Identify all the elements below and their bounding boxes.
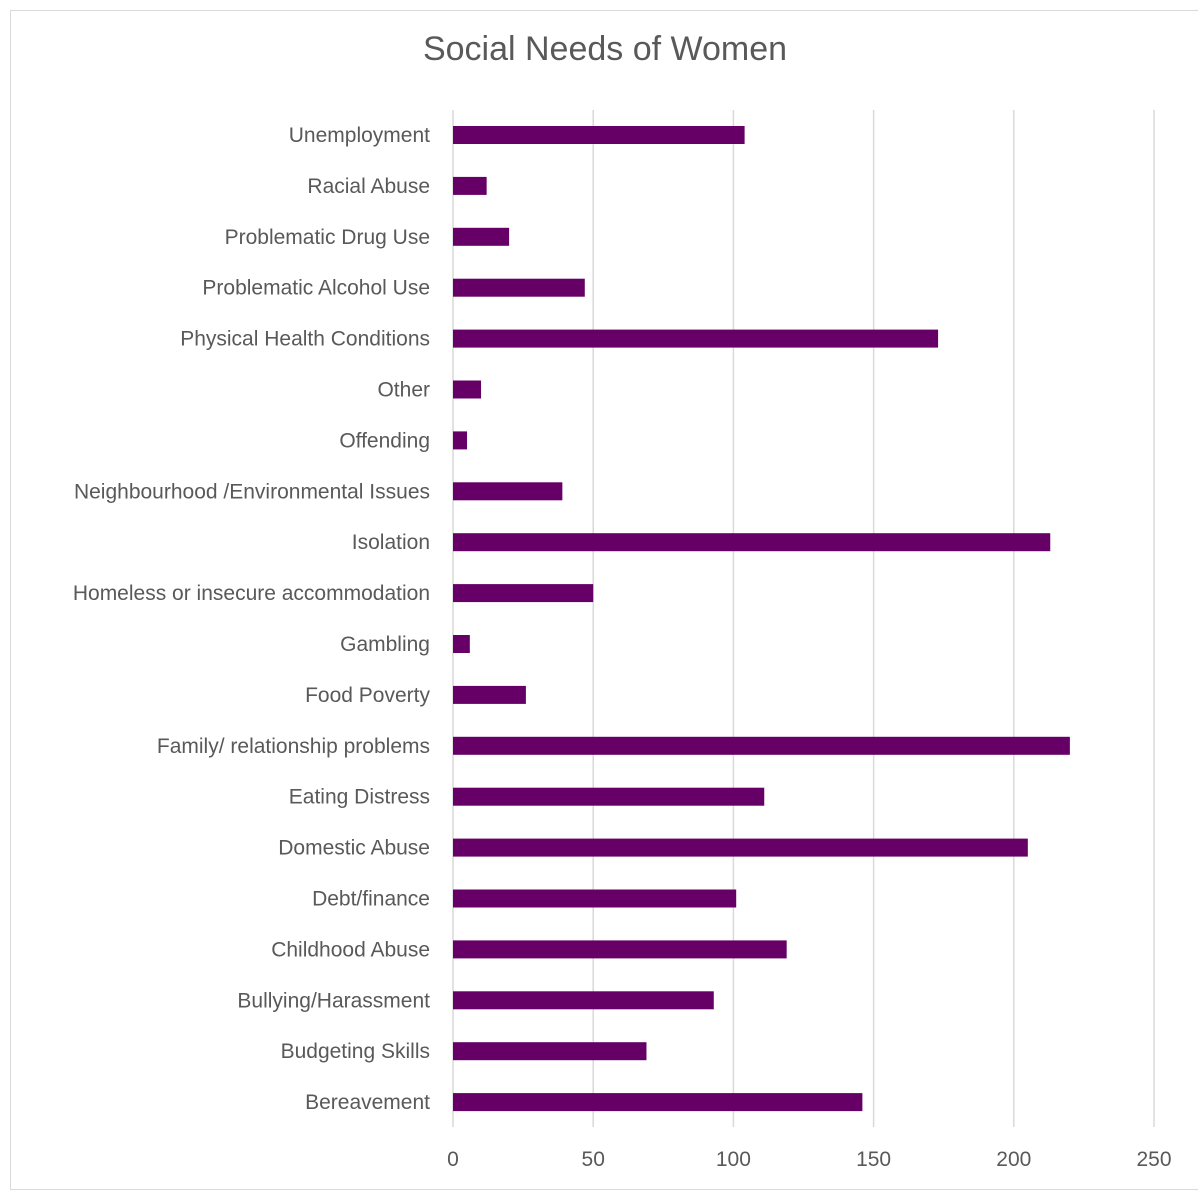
- category-label: Homeless or insecure accommodation: [73, 582, 430, 605]
- bar: [453, 1042, 647, 1061]
- bar: [453, 533, 1051, 552]
- x-tick-label: 50: [582, 1148, 605, 1171]
- bar: [453, 329, 939, 348]
- x-tick-label: 100: [716, 1148, 751, 1171]
- category-label: Domestic Abuse: [278, 837, 430, 860]
- x-tick-label: 0: [447, 1148, 459, 1171]
- category-label: Other: [377, 379, 430, 402]
- bar: [453, 227, 510, 246]
- category-label: Bereavement: [305, 1091, 430, 1114]
- bar: [453, 482, 563, 501]
- bar: [453, 278, 585, 297]
- bar: [453, 685, 526, 704]
- category-label: Racial Abuse: [307, 175, 430, 198]
- bar: [453, 584, 594, 603]
- category-label: Gambling: [340, 633, 430, 656]
- bar: [453, 991, 714, 1010]
- category-label: Unemployment: [289, 124, 430, 147]
- bars: [453, 126, 1070, 1112]
- x-tick-label: 200: [996, 1148, 1031, 1171]
- category-label: Physical Health Conditions: [180, 328, 430, 351]
- category-label: Budgeting Skills: [281, 1040, 430, 1063]
- bar: [453, 126, 745, 144]
- x-tick-label: 150: [856, 1148, 891, 1171]
- category-label: Isolation: [352, 531, 430, 554]
- category-label: Debt/finance: [312, 888, 430, 911]
- category-label: Childhood Abuse: [271, 938, 430, 961]
- bar: [453, 889, 737, 908]
- x-axis-ticks: 0 50 100 150 200 250: [447, 1148, 1171, 1171]
- bar: [453, 635, 470, 653]
- bar: [453, 940, 787, 959]
- gridlines: [452, 110, 1155, 1127]
- category-labels: Unemployment Racial Abuse Problematic Drug…: [73, 124, 431, 1114]
- bar: [453, 736, 1070, 755]
- bar: [453, 1093, 863, 1112]
- category-label: Offending: [339, 429, 430, 452]
- bar: [453, 838, 1028, 857]
- category-label: Eating Distress: [289, 786, 430, 809]
- category-label: Problematic Alcohol Use: [202, 277, 430, 300]
- category-label: Food Poverty: [305, 684, 430, 707]
- chart-title: Social Needs of Women: [422, 30, 788, 68]
- category-label: Neighbourhood /Environmental Issues: [74, 480, 430, 503]
- bar: [453, 431, 468, 450]
- bar: [453, 787, 765, 806]
- category-label: Family/ relationship problems: [157, 735, 430, 758]
- x-tick-label: 250: [1136, 1148, 1171, 1171]
- bar: [453, 380, 482, 399]
- category-label: Bullying/Harassment: [237, 989, 430, 1012]
- category-label: Problematic Drug Use: [225, 226, 430, 249]
- bar: [453, 176, 487, 195]
